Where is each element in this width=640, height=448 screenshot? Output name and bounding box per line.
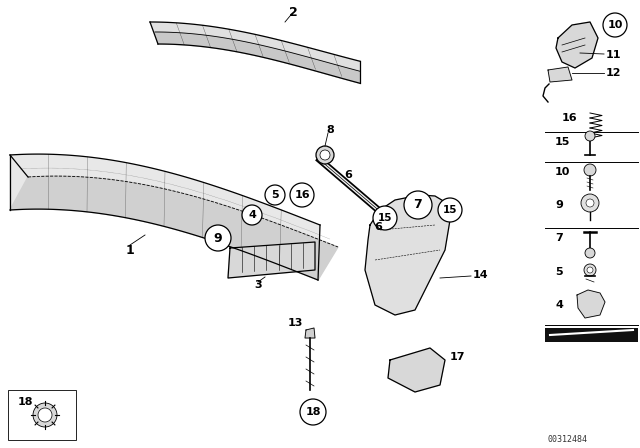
Circle shape: [584, 164, 596, 176]
Circle shape: [585, 248, 595, 258]
Bar: [8, 390, 76, 440]
Bar: [545, 328, 638, 342]
Text: 3: 3: [254, 280, 262, 290]
Circle shape: [581, 194, 599, 212]
Polygon shape: [10, 176, 338, 280]
Polygon shape: [556, 22, 598, 68]
Circle shape: [404, 191, 432, 219]
Text: 6: 6: [344, 170, 352, 180]
Text: 7: 7: [413, 198, 422, 211]
Text: 5: 5: [555, 267, 563, 277]
Polygon shape: [228, 242, 315, 278]
Circle shape: [300, 399, 326, 425]
Circle shape: [242, 205, 262, 225]
Text: 4: 4: [555, 300, 563, 310]
Circle shape: [320, 150, 330, 160]
Polygon shape: [388, 348, 445, 392]
Circle shape: [205, 225, 231, 251]
Text: 18: 18: [305, 407, 321, 417]
Text: 6: 6: [374, 222, 382, 232]
Text: 13: 13: [287, 318, 303, 328]
Circle shape: [373, 206, 397, 230]
Text: 16: 16: [562, 113, 578, 123]
Circle shape: [290, 183, 314, 207]
Text: 15: 15: [443, 205, 457, 215]
Text: 11: 11: [606, 50, 621, 60]
Circle shape: [586, 199, 594, 207]
Polygon shape: [577, 290, 605, 318]
Text: 15: 15: [378, 213, 392, 223]
Text: 7: 7: [555, 233, 563, 243]
Text: 4: 4: [248, 210, 256, 220]
Circle shape: [584, 264, 596, 276]
Circle shape: [316, 146, 334, 164]
Polygon shape: [548, 67, 572, 82]
Circle shape: [38, 408, 52, 422]
Text: 18: 18: [18, 397, 33, 407]
Polygon shape: [365, 195, 450, 315]
Text: 00312484: 00312484: [548, 435, 588, 444]
Text: 10: 10: [555, 167, 570, 177]
Text: 8: 8: [326, 125, 334, 135]
Text: 10: 10: [607, 20, 623, 30]
Circle shape: [585, 131, 595, 141]
Text: 17: 17: [450, 352, 465, 362]
Polygon shape: [155, 32, 360, 83]
Text: 16: 16: [294, 190, 310, 200]
Text: 15: 15: [555, 137, 570, 147]
Text: 5: 5: [271, 190, 279, 200]
Polygon shape: [150, 22, 360, 83]
Text: 9: 9: [214, 232, 222, 245]
Circle shape: [265, 185, 285, 205]
Circle shape: [33, 403, 57, 427]
Polygon shape: [305, 328, 315, 338]
Text: 12: 12: [606, 68, 621, 78]
Text: 1: 1: [125, 244, 134, 257]
Text: 9: 9: [555, 200, 563, 210]
Circle shape: [438, 198, 462, 222]
Circle shape: [587, 267, 593, 273]
Polygon shape: [10, 154, 320, 280]
Text: 14: 14: [473, 270, 488, 280]
Text: 2: 2: [289, 5, 298, 18]
Circle shape: [603, 13, 627, 37]
